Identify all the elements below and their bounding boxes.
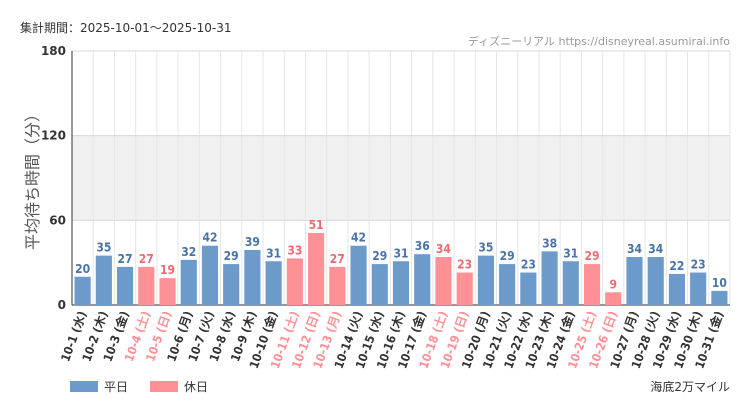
bar: [711, 290, 728, 305]
legend-item-holiday: 休日: [150, 378, 208, 395]
bar: [159, 278, 176, 305]
bar: [668, 273, 686, 305]
bar: [350, 245, 367, 305]
bar: [244, 249, 261, 305]
bar: [477, 255, 494, 305]
bar-value-label: 35: [96, 241, 111, 255]
period-label: 集計期間：2025-10-01～2025-10-31: [20, 21, 232, 35]
y-tick-label: 120: [41, 129, 66, 143]
bar-value-label: 23: [521, 258, 536, 272]
bar: [647, 257, 664, 305]
bar-value-label: 36: [415, 239, 430, 253]
bar: [138, 266, 155, 305]
bar-value-label: 51: [309, 218, 324, 232]
bar-value-label: 27: [330, 252, 345, 266]
chart-legend: 平日 休日: [70, 378, 208, 395]
bar: [499, 264, 516, 305]
source-credit: ディズニーリアル https://disneyreal.asumirai.inf…: [467, 35, 730, 48]
bar-value-label: 29: [500, 249, 515, 263]
bar-value-label: 23: [691, 258, 706, 272]
weekday-swatch: [70, 381, 98, 392]
bar: [371, 264, 388, 305]
bar: [95, 255, 112, 305]
bar: [414, 254, 431, 305]
bar-value-label: 35: [478, 241, 493, 255]
legend-label-weekday: 平日: [104, 380, 129, 394]
bar: [116, 266, 134, 305]
bar: [180, 259, 197, 305]
bar-value-label: 31: [266, 246, 281, 260]
bar: [329, 266, 346, 305]
bar-value-label: 31: [393, 246, 408, 260]
bar: [392, 261, 410, 305]
bar-value-label: 34: [436, 242, 452, 256]
bar-value-label: 42: [351, 231, 366, 245]
bar-value-label: 32: [181, 245, 196, 259]
legend-item-weekday: 平日: [70, 378, 128, 395]
bar: [456, 272, 473, 305]
legend-label-holiday: 休日: [184, 380, 209, 394]
bar: [308, 233, 325, 305]
bar: [626, 257, 643, 305]
bar-value-label: 20: [75, 262, 90, 276]
bar-value-label: 34: [648, 242, 664, 256]
attraction-name: 海底2万マイル: [650, 380, 730, 394]
bar-value-label: 34: [627, 242, 643, 256]
bar-value-label: 22: [669, 259, 684, 273]
y-axis-title: 平均待ち時間（分）: [23, 106, 42, 250]
bar: [74, 276, 91, 305]
bar: [223, 264, 240, 305]
shaded-band: [72, 135, 730, 221]
bar-value-label: 27: [118, 252, 133, 266]
bar: [541, 251, 558, 305]
bar: [583, 264, 601, 305]
bar: [605, 292, 622, 305]
bar-value-label: 29: [585, 249, 600, 263]
bar-value-label: 33: [287, 243, 302, 257]
bar-value-label: 42: [202, 231, 217, 245]
y-tick-label: 0: [58, 298, 66, 312]
bar: [286, 258, 303, 305]
bar-value-label: 29: [372, 249, 387, 263]
bar-value-label: 27: [139, 252, 154, 266]
bar: [562, 261, 579, 305]
bar-value-label: 38: [542, 236, 557, 250]
y-tick-label: 60: [49, 213, 66, 227]
bar: [435, 257, 452, 305]
bar-value-label: 39: [245, 235, 260, 249]
bar: [265, 261, 282, 305]
bar: [201, 245, 219, 305]
bar: [520, 272, 537, 305]
bar-value-label: 29: [224, 249, 239, 263]
y-tick-label: 180: [41, 44, 66, 58]
bar-value-label: 31: [563, 246, 578, 260]
holiday-swatch: [150, 381, 179, 392]
bar-value-label: 19: [160, 263, 175, 277]
bar-value-label: 10: [712, 276, 727, 290]
bar: [690, 272, 707, 305]
bar-value-label: 23: [457, 258, 472, 272]
bar-value-label: 9: [610, 277, 618, 291]
